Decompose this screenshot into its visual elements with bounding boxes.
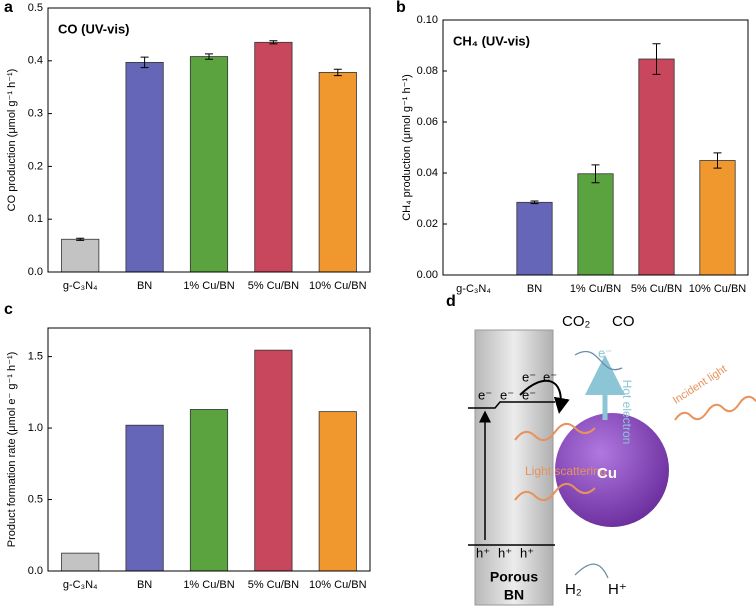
label: e⁻ — [598, 345, 612, 360]
label: Incident light — [671, 363, 729, 407]
x-tick-label: 1% Cu/BN — [183, 579, 234, 591]
bar — [318, 411, 357, 572]
bar — [254, 349, 293, 572]
scatter-wave — [514, 482, 596, 502]
y-tick-label: 0.00 — [417, 269, 438, 281]
bar — [189, 409, 229, 572]
label: CO — [612, 313, 635, 330]
panel-label: c — [4, 301, 13, 318]
y-axis-label: Product formation rate (μmol e⁻ g⁻¹ h⁻¹) — [6, 352, 18, 548]
bar — [318, 72, 357, 273]
diagram: d CO₂ CO e⁻ e⁻ e⁻ e⁻ e⁻ e⁻ e⁻ Hot electr… — [446, 293, 756, 606]
panel-label: a — [4, 0, 13, 16]
label: e⁻ — [522, 387, 536, 402]
y-tick-label: 0.02 — [417, 218, 438, 230]
x-tick-label: BN — [527, 283, 542, 295]
label: Hot electron — [620, 380, 634, 445]
cu-particle — [555, 413, 669, 527]
y-tick-label: 0.5 — [28, 2, 43, 14]
y-tick-label: 0.08 — [417, 65, 438, 77]
y-tick-label: 0.5 — [28, 493, 43, 505]
x-tick-label: 5% Cu/BN — [631, 283, 682, 295]
y-tick-label: 0.1 — [28, 213, 43, 225]
y-tick-label: 0.2 — [28, 160, 43, 172]
plot-frame — [47, 7, 371, 273]
error-bar — [530, 200, 539, 205]
bar — [699, 160, 736, 276]
label: Porous — [490, 569, 538, 585]
panel-label: d — [446, 293, 456, 310]
y-tick-label: 1.0 — [28, 422, 43, 434]
scatter-wave — [514, 422, 596, 442]
label: H⁺ — [608, 581, 627, 598]
bar — [189, 56, 229, 273]
error-bar — [333, 68, 342, 77]
h-arrow — [574, 563, 609, 579]
conduction-band — [468, 401, 555, 409]
x-tick-label: g-C₃N₄ — [63, 280, 98, 292]
bar — [638, 58, 675, 276]
bar — [577, 173, 614, 276]
bar — [61, 552, 100, 572]
x-tick-label: 1% Cu/BN — [570, 283, 621, 295]
plot-frame — [47, 327, 371, 572]
error-bar — [652, 43, 661, 75]
x-tick-label: 10% Cu/BN — [689, 283, 747, 295]
y-axis-label: CO production (μmol g⁻¹ h⁻¹) — [6, 69, 18, 212]
label: CO₂ — [562, 313, 591, 330]
label: BN — [504, 587, 524, 603]
y-tick-label: 0.10 — [417, 14, 438, 26]
bar — [125, 61, 164, 273]
bn-block — [474, 329, 554, 606]
x-tick-label: 1% Cu/BN — [183, 280, 234, 292]
y-tick-label: 1.5 — [28, 350, 43, 362]
error-bar — [76, 237, 85, 241]
chart-title: CH₄ (UV-vis) — [453, 33, 530, 48]
error-bar — [591, 164, 600, 184]
x-tick-label: BN — [137, 579, 152, 591]
bar — [61, 238, 100, 273]
label: h⁺ — [498, 545, 512, 560]
error-bar — [140, 56, 149, 69]
x-tick-label: BN — [137, 280, 152, 292]
y-tick-label: 0.0 — [28, 565, 43, 577]
transfer-arrow — [519, 379, 570, 414]
x-tick-label: g-C₃N₄ — [63, 579, 98, 591]
incident-wave — [674, 395, 756, 421]
y-tick-label: 0.04 — [417, 167, 438, 179]
error-bar — [205, 53, 213, 60]
bar — [125, 424, 164, 572]
y-tick-label: 0.0 — [28, 266, 43, 278]
bar — [254, 41, 293, 273]
x-tick-label: 5% Cu/BN — [248, 280, 299, 292]
panel-label: b — [396, 0, 406, 16]
y-tick-label: 0.06 — [417, 116, 438, 128]
error-bar — [269, 40, 278, 45]
label: e⁻ — [500, 387, 514, 402]
x-tick-label: 5% Cu/BN — [248, 579, 299, 591]
label: Cu — [597, 465, 617, 482]
x-tick-label: 10% Cu/BN — [309, 280, 367, 292]
y-tick-label: 0.4 — [28, 55, 43, 67]
label: e⁻ — [478, 387, 492, 402]
label: h⁺ — [476, 545, 490, 560]
y-tick-label: 0.3 — [28, 108, 43, 120]
error-bar — [713, 152, 722, 169]
x-tick-label: g-C₃N₄ — [456, 283, 491, 295]
x-tick-label: 10% Cu/BN — [309, 579, 367, 591]
label: e⁻ — [543, 369, 557, 384]
co2-arrow — [574, 350, 623, 371]
label: Light scattering — [525, 464, 606, 478]
bar — [516, 201, 553, 276]
label: h⁺ — [520, 545, 534, 560]
chart-title: CO (UV-vis) — [58, 21, 130, 36]
y-axis-label: CH₄ production (μmol g⁻¹ h⁻¹) — [401, 74, 413, 221]
plot-frame — [442, 19, 749, 276]
label: H₂ — [565, 581, 582, 598]
label: e⁻ — [522, 369, 536, 384]
